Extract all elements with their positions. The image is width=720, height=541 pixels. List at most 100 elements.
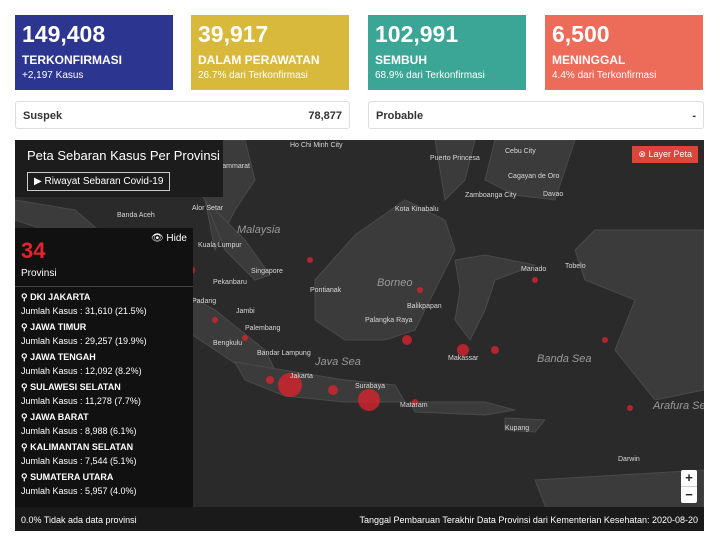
- info-box: Probable -: [368, 101, 704, 129]
- title-box: [15, 140, 223, 197]
- info-value: -: [692, 110, 696, 122]
- place-label: Kota Kinabalu: [395, 206, 439, 213]
- place-label: Jakarta: [290, 373, 313, 380]
- card-value: 149,408: [22, 21, 106, 47]
- place-label: Manado: [521, 266, 546, 273]
- province-name-text: JAWA TIMUR: [30, 322, 87, 332]
- footer-left: 0.0% Tidak ada data provinsi: [21, 515, 137, 525]
- info-box: Suspek 78,877: [15, 101, 350, 129]
- card-label: DALAM PERAWATAN: [198, 53, 320, 67]
- zoom-in[interactable]: +: [681, 470, 697, 487]
- stat-card: 39,917 DALAM PERAWATAN 26.7% dari Terkonfi…: [191, 15, 349, 90]
- place-label: Palembang: [245, 325, 281, 332]
- province-count-label: Provinsi: [21, 268, 57, 279]
- place-label: Jambi: [236, 308, 255, 315]
- place-label: Ho Chi Minh City: [290, 142, 343, 149]
- map-title: Peta Sebaran Kasus Per Provinsi: [27, 148, 220, 163]
- card-value: 6,500: [552, 21, 610, 47]
- place-label: Banda Sea: [537, 353, 591, 365]
- sidebar: 👁 Hide 34 Provinsi ⚲ DKI JAKARTA Jumlah K…: [15, 228, 193, 507]
- stat-card: 102,991 SEMBUH 68.9% dari Terkonfirmasi: [368, 15, 526, 90]
- info-label: Probable: [376, 110, 424, 122]
- place-label: Bengkulu: [213, 340, 242, 347]
- place-label: Davao: [543, 191, 563, 198]
- province-name: ⚲ JAWA TENGAH: [21, 352, 96, 362]
- place-label: Puerto Princesa: [430, 155, 480, 162]
- place-label: Pekanbaru: [213, 279, 247, 286]
- province-item: ⚲ JAWA BARAT Jumlah Kasus : 8,988 (6.1%): [21, 412, 147, 442]
- layer-button[interactable]: ⊗ Layer Peta: [632, 146, 698, 163]
- place-label: Zamboanga City: [465, 192, 517, 199]
- place-label: Cebu City: [505, 148, 536, 155]
- map-panel: Ho Chi Minh City Puerto Princesa Cebu City…: [15, 140, 704, 531]
- province-item: ⚲ JAWA TENGAH Jumlah Kasus : 12,092 (8.2%…: [21, 352, 147, 382]
- province-name: ⚲ DKI JAKARTA: [21, 292, 91, 302]
- card-sub: +2,197 Kasus: [22, 70, 84, 81]
- province-cases: Jumlah Kasus : 29,257 (19.9%): [21, 336, 147, 346]
- province-name: ⚲ KALIMANTAN SELATAN: [21, 442, 134, 452]
- place-label: Palangka Raya: [365, 317, 413, 324]
- card-sub: 4.4% dari Terkonfirmasi: [552, 70, 657, 81]
- info-value: 78,877: [308, 110, 342, 122]
- zoom-out[interactable]: −: [685, 487, 693, 502]
- place-label: Padang: [192, 298, 216, 305]
- stat-card: 149,408 TERKONFIRMASI +2,197 Kasus: [15, 15, 173, 90]
- hide-button[interactable]: 👁 Hide: [150, 233, 187, 244]
- place-label: Alor Setar: [192, 205, 224, 212]
- province-cases: Jumlah Kasus : 5,957 (4.0%): [21, 486, 137, 496]
- history-button-text[interactable]: Riwayat Sebaran Covid-19: [44, 176, 164, 187]
- province-name-text: JAWA TENGAH: [30, 352, 96, 362]
- place-label: Makassar: [448, 355, 479, 362]
- layer-button-text[interactable]: Layer Peta: [648, 149, 692, 159]
- card-label: TERKONFIRMASI: [22, 53, 122, 67]
- place-label: Mataram: [400, 402, 428, 409]
- place-label: Banda Aceh: [117, 212, 155, 219]
- province-name-text: SULAWESI SELATAN: [30, 382, 121, 392]
- place-label: Darwin: [618, 456, 640, 463]
- place-label: Malaysia: [237, 224, 280, 236]
- place-label: Kuala Lumpur: [198, 242, 242, 249]
- province-count: 34: [21, 238, 46, 263]
- place-label: Java Sea: [314, 356, 361, 368]
- card-value: 102,991: [375, 21, 459, 47]
- province-list: ⚲ DKI JAKARTA Jumlah Kasus : 31,610 (21.5…: [21, 292, 147, 502]
- province-cases: Jumlah Kasus : 11,278 (7.7%): [21, 396, 141, 406]
- province-item: ⚲ SULAWESI SELATAN Jumlah Kasus : 11,278 …: [21, 382, 147, 412]
- province-cases: Jumlah Kasus : 8,988 (6.1%): [21, 426, 137, 436]
- province-name: ⚲ SUMATERA UTARA: [21, 472, 114, 482]
- province-item: ⚲ KALIMANTAN SELATAN Jumlah Kasus : 7,544…: [21, 442, 147, 472]
- province-name-text: DKI JAKARTA: [30, 292, 91, 302]
- province-name: ⚲ SULAWESI SELATAN: [21, 382, 121, 392]
- province-item: ⚲ JAWA TIMUR Jumlah Kasus : 29,257 (19.9%…: [21, 322, 147, 352]
- place-label: Borneo: [377, 277, 412, 289]
- history-button[interactable]: ▶ Riwayat Sebaran Covid-19: [27, 172, 171, 191]
- province-cases: Jumlah Kasus : 12,092 (8.2%): [21, 366, 142, 376]
- card-sub: 26.7% dari Terkonfirmasi: [198, 70, 308, 81]
- place-label: Arafura Sea: [652, 400, 704, 412]
- hide-text[interactable]: Hide: [166, 233, 187, 244]
- place-label: Surabaya: [355, 383, 385, 390]
- province-cases: Jumlah Kasus : 31,610 (21.5%): [21, 306, 147, 316]
- card-label: MENINGGAL: [552, 53, 626, 67]
- divider: [15, 286, 193, 287]
- province-name: ⚲ JAWA BARAT: [21, 412, 89, 422]
- province-name-text: JAWA BARAT: [30, 412, 89, 422]
- place-label: Balikpapan: [407, 303, 442, 310]
- footer-right: Tanggal Pembaruan Terakhir Data Provinsi…: [359, 515, 698, 525]
- place-label: Cagayan de Oro: [508, 173, 559, 180]
- place-label: Kupang: [505, 425, 529, 432]
- card-value: 39,917: [198, 21, 269, 47]
- place-label: Bandar Lampung: [257, 350, 311, 357]
- zoom: + −: [681, 470, 697, 503]
- province-item: ⚲ DKI JAKARTA Jumlah Kasus : 31,610 (21.5…: [21, 292, 147, 322]
- province-name-text: SUMATERA UTARA: [30, 472, 114, 482]
- province-name: ⚲ JAWA TIMUR: [21, 322, 87, 332]
- card-sub: 68.9% dari Terkonfirmasi: [375, 70, 485, 81]
- stat-card: 6,500 MENINGGAL 4.4% dari Terkonfirmasi: [545, 15, 703, 90]
- footer: 0.0% Tidak ada data provinsi Tanggal Pem…: [15, 507, 704, 531]
- place-label: Pontianak: [310, 287, 342, 294]
- info-label: Suspek: [23, 110, 63, 122]
- province-name-text: KALIMANTAN SELATAN: [30, 442, 134, 452]
- province-cases: Jumlah Kasus : 7,544 (5.1%): [21, 456, 137, 466]
